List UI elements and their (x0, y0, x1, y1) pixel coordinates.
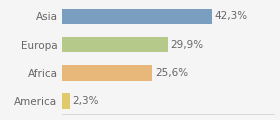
Text: 2,3%: 2,3% (73, 96, 99, 106)
Text: 29,9%: 29,9% (171, 40, 204, 50)
Bar (62, 37, 168, 52)
Bar (62, 65, 152, 81)
Bar (62, 9, 212, 24)
Text: 42,3%: 42,3% (214, 11, 248, 21)
Bar (62, 93, 70, 109)
Text: 25,6%: 25,6% (155, 68, 188, 78)
